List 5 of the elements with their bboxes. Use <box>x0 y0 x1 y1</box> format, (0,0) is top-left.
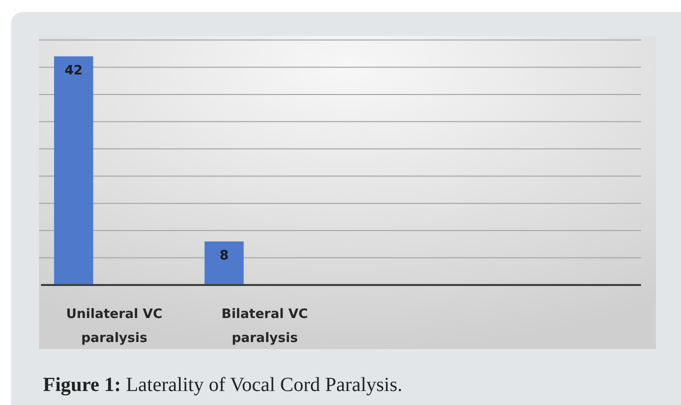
data-label: 42 <box>64 63 83 78</box>
data-label: 8 <box>220 248 229 264</box>
caption: Figure 1: Laterality of Vocal Cord Paralysis. <box>43 374 402 396</box>
x-tick-label: Unilateral VC paralysis <box>66 307 162 346</box>
x-tick-label: Bilateral VC paralysis <box>222 307 308 346</box>
